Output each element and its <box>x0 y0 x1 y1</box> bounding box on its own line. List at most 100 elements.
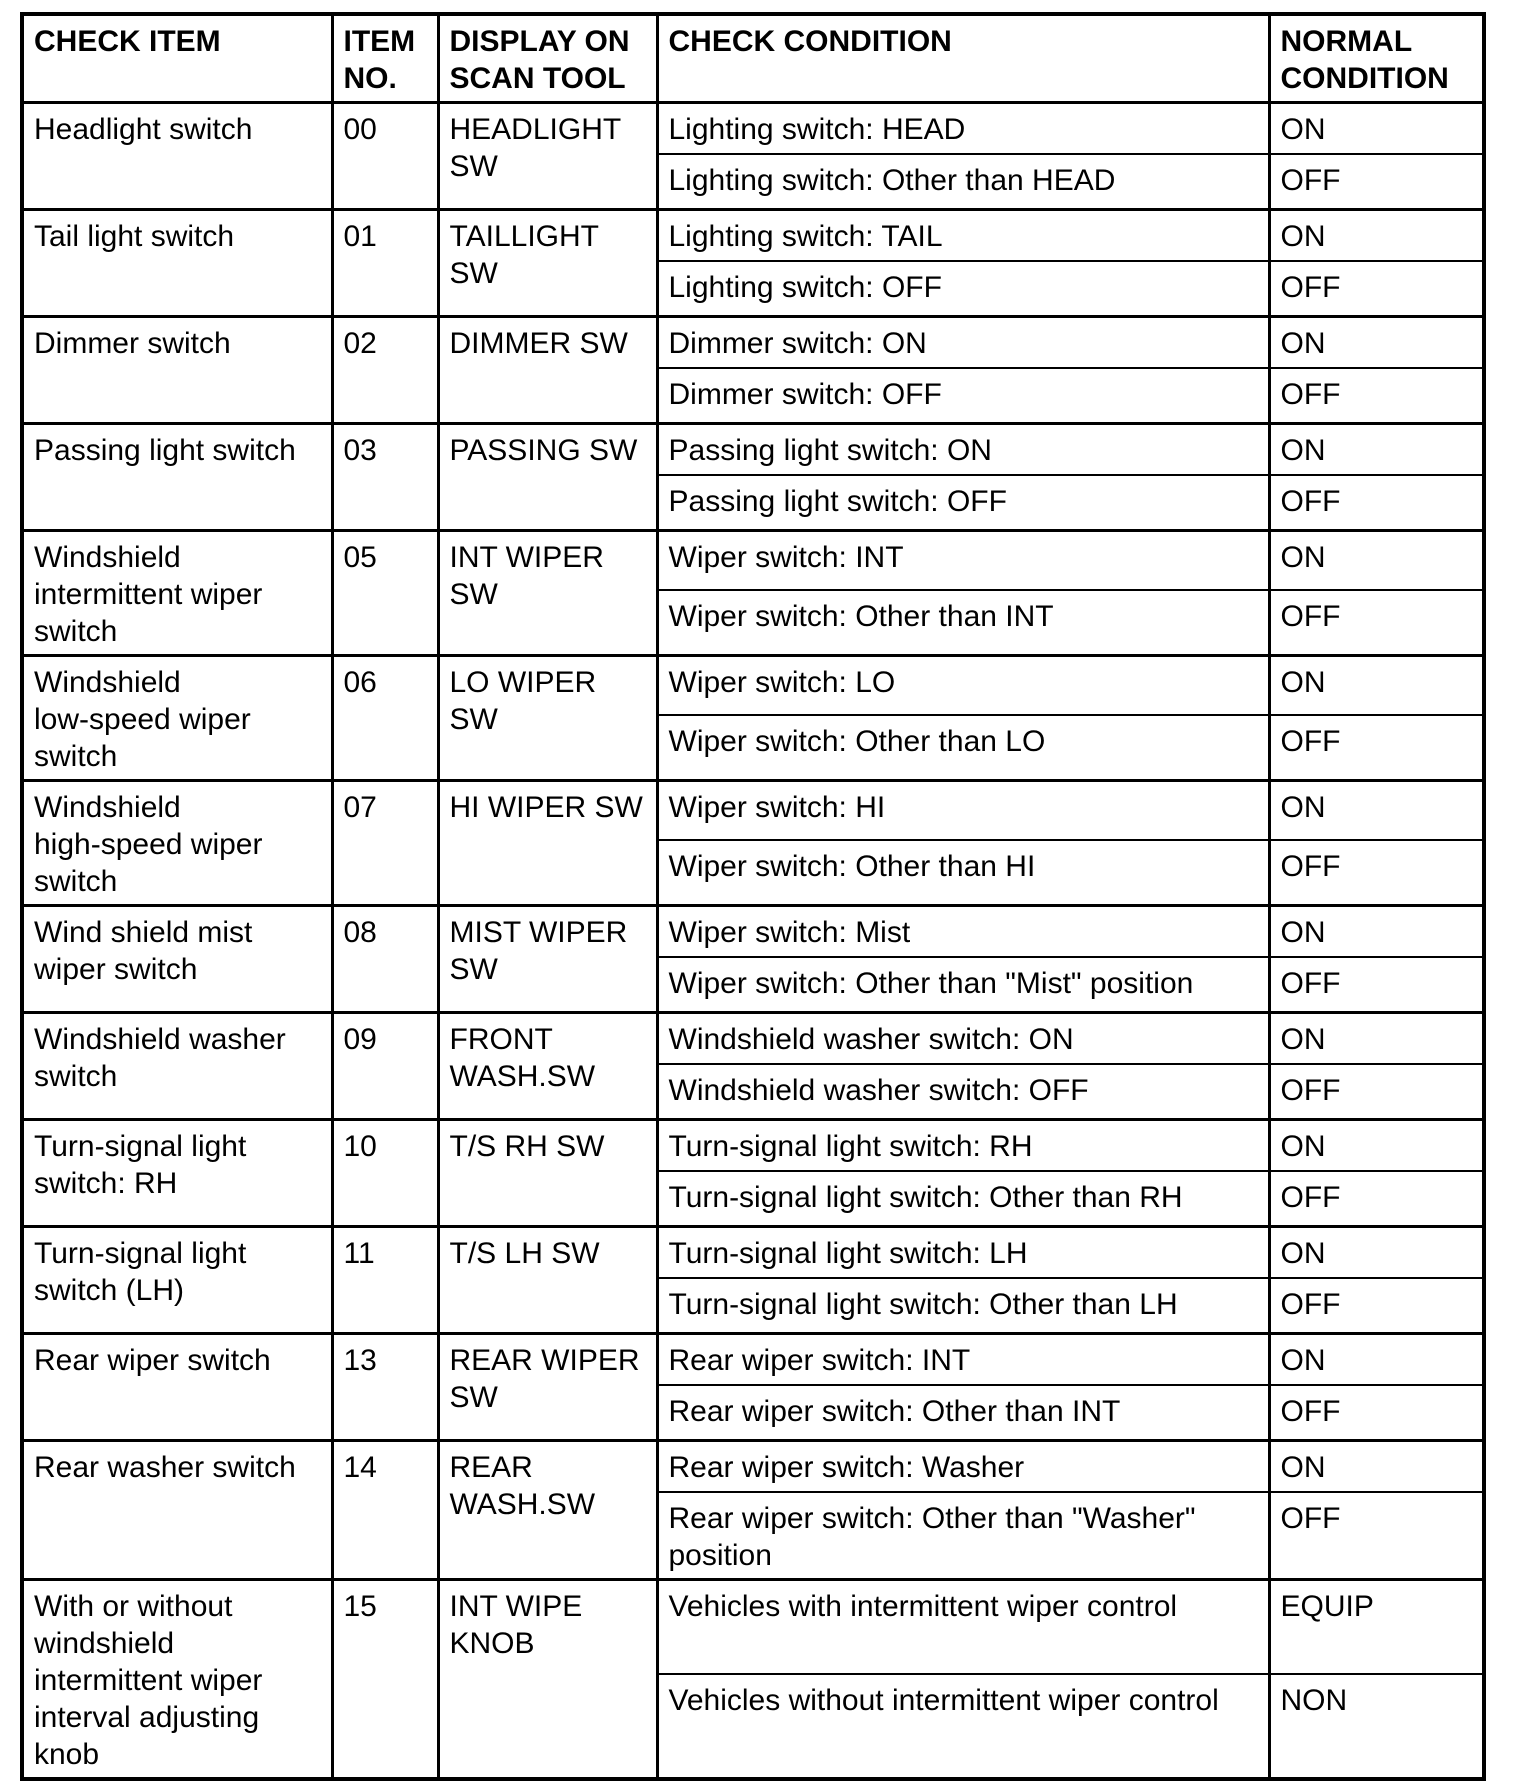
check-condition-cell: Vehicles without intermittent wiper cont… <box>655 1673 1269 1779</box>
normal-condition-cell: ON <box>1267 101 1484 154</box>
check-condition-cell: Wiper switch: Other than HI <box>655 839 1269 906</box>
scan-tool-display-cell: FRONT WASH.SW <box>436 1011 657 1120</box>
check-condition-cell: Turn-signal light switch: RH <box>655 1118 1269 1171</box>
scan-tool-display-cell: REAR WIPER SW <box>436 1332 657 1441</box>
check-condition-cell: Wiper switch: Other than INT <box>655 589 1269 656</box>
table-row: Wind shield mist wiper switch 08 MIST WI… <box>20 904 1484 1013</box>
normal-condition-cell: ON <box>1267 654 1484 716</box>
check-condition-cell: Wiper switch: INT <box>655 529 1269 591</box>
check-condition-cell: Wiper switch: Mist <box>655 904 1269 957</box>
check-item-cell: Rear washer switch <box>20 1439 332 1579</box>
check-condition-cell: Wiper switch: Other than "Mist" position <box>655 955 1269 1013</box>
normal-condition-cell: EQUIP <box>1267 1577 1484 1675</box>
normal-condition-cell: OFF <box>1267 366 1484 424</box>
normal-condition-cell: OFF <box>1267 152 1484 210</box>
normal-condition-cell: OFF <box>1267 1062 1484 1120</box>
item-no-cell: 10 <box>330 1118 438 1227</box>
table-subrow: Rear wiper switch: Other than "Washer" p… <box>22 1490 1484 1579</box>
scan-tool-display-cell: DIMMER SW <box>436 315 657 424</box>
normal-condition-cell: OFF <box>1267 1169 1484 1227</box>
normal-condition-cell: OFF <box>1267 589 1484 656</box>
normal-condition-cell: ON <box>1267 904 1484 957</box>
table-subrow: Rear wiper switch: Other than INT OFF <box>22 1383 1484 1441</box>
normal-condition-cell: OFF <box>1267 714 1484 781</box>
check-item-cell: Rear wiper switch <box>20 1332 332 1441</box>
table-subrow: Turn-signal light switch: Other than RH … <box>22 1169 1484 1227</box>
scan-tool-display-cell: INT WIPER SW <box>436 529 657 656</box>
item-no-cell: 05 <box>330 529 438 656</box>
normal-condition-cell: ON <box>1267 529 1484 591</box>
header-normal-condition: NORMAL CONDITION <box>1267 14 1484 104</box>
check-item-cell: Wind shield mist wiper switch <box>20 904 332 1013</box>
check-condition-cell: Rear wiper switch: Other than INT <box>655 1383 1269 1441</box>
normal-condition-cell: ON <box>1267 779 1484 841</box>
check-condition-cell: Turn-signal light switch: Other than LH <box>655 1276 1269 1334</box>
header-row: CHECK ITEM ITEM NO. DISPLAY ON SCAN TOOL… <box>20 14 1484 104</box>
check-condition-cell: Windshield washer switch: OFF <box>655 1062 1269 1120</box>
item-no-cell: 03 <box>330 422 438 531</box>
table-header: CHECK ITEM ITEM NO. DISPLAY ON SCAN TOOL… <box>20 14 1484 104</box>
normal-condition-cell: OFF <box>1267 1276 1484 1334</box>
normal-condition-cell: ON <box>1267 1118 1484 1171</box>
scan-tool-display-cell: MIST WIPER SW <box>436 904 657 1013</box>
check-condition-cell: Wiper switch: HI <box>655 779 1269 841</box>
normal-condition-cell: ON <box>1267 208 1484 261</box>
check-condition-cell: Wiper switch: Other than LO <box>655 714 1269 781</box>
table-subrow: Windshield washer switch: OFF OFF <box>22 1062 1484 1120</box>
normal-condition-cell: ON <box>1267 1011 1484 1064</box>
normal-condition-cell: OFF <box>1267 1383 1484 1441</box>
table-row: Windshield washer switch 09 FRONT WASH.S… <box>20 1011 1484 1120</box>
check-condition-cell: Lighting switch: HEAD <box>655 101 1269 154</box>
normal-condition-cell: ON <box>1267 422 1484 475</box>
table-subrow: Wiper switch: Other than INT OFF <box>22 589 1484 656</box>
scan-tool-display-cell: LO WIPER SW <box>436 654 657 781</box>
item-no-cell: 00 <box>330 101 438 210</box>
check-item-cell: Passing light switch <box>20 422 332 531</box>
table-subrow: Wiper switch: Other than LO OFF <box>22 714 1484 781</box>
table-row: Turn-signal light switch: RH 10 T/S RH S… <box>20 1118 1484 1227</box>
table-subrow: Wiper switch: Other than HI OFF <box>22 839 1484 906</box>
table-subrow: Lighting switch: OFF OFF <box>22 259 1484 317</box>
table-subrow: Lighting switch: Other than HEAD OFF <box>22 152 1484 210</box>
item-no-cell: 13 <box>330 1332 438 1441</box>
normal-condition-cell: ON <box>1267 1439 1484 1492</box>
normal-condition-cell: OFF <box>1267 259 1484 317</box>
check-condition-cell: Passing light switch: ON <box>655 422 1269 475</box>
scan-tool-display-cell: REAR WASH.SW <box>436 1439 657 1579</box>
check-item-cell: Tail light switch <box>20 208 332 317</box>
check-condition-cell: Lighting switch: OFF <box>655 259 1269 317</box>
normal-condition-cell: OFF <box>1267 839 1484 906</box>
item-no-cell: 06 <box>330 654 438 781</box>
check-condition-cell: Passing light switch: OFF <box>655 473 1269 531</box>
normal-condition-cell: NON <box>1267 1673 1484 1779</box>
table-subrow: Turn-signal light switch: Other than LH … <box>22 1276 1484 1334</box>
scan-tool-display-cell: T/S RH SW <box>436 1118 657 1227</box>
item-no-cell: 14 <box>330 1439 438 1579</box>
normal-condition-cell: OFF <box>1267 955 1484 1013</box>
check-item-cell: Turn-signal light switch (LH) <box>20 1225 332 1334</box>
check-condition-cell: Rear wiper switch: Washer <box>655 1439 1269 1492</box>
table-row: Windshield low-speed wiper switch 06 LO … <box>20 654 1484 781</box>
table-row: Dimmer switch 02 DIMMER SW Dimmer switch… <box>20 315 1484 424</box>
normal-condition-cell: ON <box>1267 1332 1484 1385</box>
table-subrow: Wiper switch: Other than "Mist" position… <box>22 955 1484 1013</box>
check-condition-cell: Windshield washer switch: ON <box>655 1011 1269 1064</box>
check-condition-cell: Turn-signal light switch: Other than RH <box>655 1169 1269 1227</box>
check-item-cell: Windshield high-speed wiper switch <box>20 779 332 906</box>
scan-tool-display-cell: PASSING SW <box>436 422 657 531</box>
check-condition-cell: Wiper switch: LO <box>655 654 1269 716</box>
table-body: Headlight switch 00 HEADLIGHT SW Lightin… <box>20 101 1484 1779</box>
table-row: Windshield high-speed wiper switch 07 HI… <box>20 779 1484 906</box>
header-check-condition: CHECK CONDITION <box>655 14 1269 104</box>
header-scan-tool-display: DISPLAY ON SCAN TOOL <box>436 14 657 104</box>
check-condition-cell: Lighting switch: TAIL <box>655 208 1269 261</box>
item-no-cell: 07 <box>330 779 438 906</box>
table-row: Rear washer switch 14 REAR WASH.SW Rear … <box>20 1439 1484 1579</box>
item-no-cell: 02 <box>330 315 438 424</box>
table-row: Headlight switch 00 HEADLIGHT SW Lightin… <box>20 101 1484 210</box>
table-subrow: Dimmer switch: OFF OFF <box>22 366 1484 424</box>
scan-tool-display-cell: T/S LH SW <box>436 1225 657 1334</box>
table-row: Turn-signal light switch (LH) 11 T/S LH … <box>20 1225 1484 1334</box>
check-item-cell: Turn-signal light switch: RH <box>20 1118 332 1227</box>
table-row: With or without windshield intermittent … <box>20 1577 1484 1779</box>
